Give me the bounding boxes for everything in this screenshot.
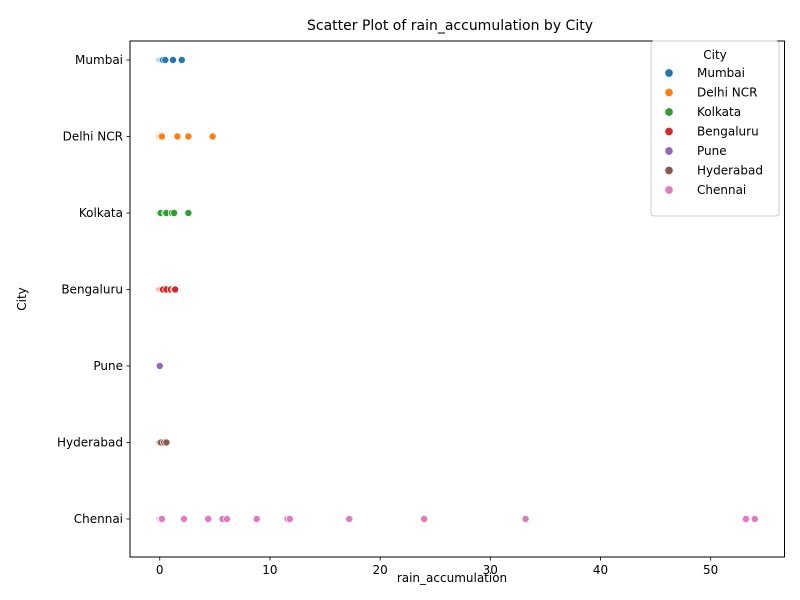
x-tick-label: 50 <box>703 563 718 577</box>
y-tick-label: Chennai <box>74 512 123 526</box>
y-tick-label: Delhi NCR <box>63 130 123 144</box>
data-point <box>180 515 188 523</box>
x-tick-label: 10 <box>262 563 277 577</box>
legend: City Mumbai Delhi NCR Kolkata Bengaluru Pune… <box>650 40 780 217</box>
data-point <box>204 515 213 523</box>
data-point <box>177 56 186 64</box>
data-point <box>184 209 193 217</box>
data-point <box>184 132 193 141</box>
plot-frame <box>129 40 785 558</box>
x-axis: 0 10 20 30 40 50 <box>156 557 718 577</box>
legend-entry: Pune <box>697 144 727 158</box>
data-point <box>420 515 429 523</box>
legend-entry: Bengaluru <box>697 125 759 139</box>
data-point <box>252 515 261 523</box>
data-point <box>208 132 217 141</box>
data-point <box>157 132 166 141</box>
x-tick-label: 20 <box>372 563 387 577</box>
y-axis: Mumbai Delhi NCR Kolkata Bengaluru Pune Hyder… <box>57 53 130 526</box>
legend-marker <box>664 87 674 98</box>
data-point <box>157 515 166 523</box>
x-axis-title: rain_accumulation <box>397 571 507 585</box>
legend-marker <box>664 68 674 78</box>
x-tick-label: 30 <box>483 563 498 577</box>
y-tick-label: Mumbai <box>75 53 123 67</box>
legend-marker <box>664 165 674 176</box>
legend-entry: Delhi NCR <box>697 86 757 100</box>
data-point <box>155 362 164 370</box>
y-tick-label: Pune <box>93 359 123 373</box>
data-point <box>170 209 179 217</box>
legend-marker <box>664 126 674 137</box>
legend-entry: Kolkata <box>697 105 741 119</box>
data-point <box>161 56 170 64</box>
data-point <box>168 56 177 64</box>
legend-entry: Hyderabad <box>697 164 763 178</box>
data-point <box>171 285 180 294</box>
data-point <box>521 515 530 523</box>
legend-entry: Chennai <box>697 183 746 197</box>
data-points <box>155 56 759 523</box>
legend-marker <box>664 185 674 195</box>
x-tick-label: 40 <box>593 563 608 577</box>
data-point <box>173 132 182 141</box>
y-tick-label: Bengaluru <box>61 283 123 297</box>
legend-title: City <box>703 48 727 62</box>
data-point <box>741 515 750 523</box>
data-point <box>750 515 759 523</box>
chart-title: Scatter Plot of rain_accumulation by Cit… <box>307 18 593 34</box>
data-point <box>222 515 231 523</box>
x-tick-label: 0 <box>156 563 164 577</box>
y-tick-label: Kolkata <box>79 206 123 220</box>
data-point <box>345 515 354 523</box>
legend-frame <box>650 40 780 217</box>
data-point <box>285 515 294 523</box>
legend-marker <box>664 146 674 156</box>
y-axis-title: City <box>15 287 29 311</box>
legend-marker <box>664 107 674 117</box>
legend-entry: Mumbai <box>697 66 745 80</box>
y-tick-label: Hyderabad <box>57 436 123 450</box>
data-point <box>162 438 171 447</box>
